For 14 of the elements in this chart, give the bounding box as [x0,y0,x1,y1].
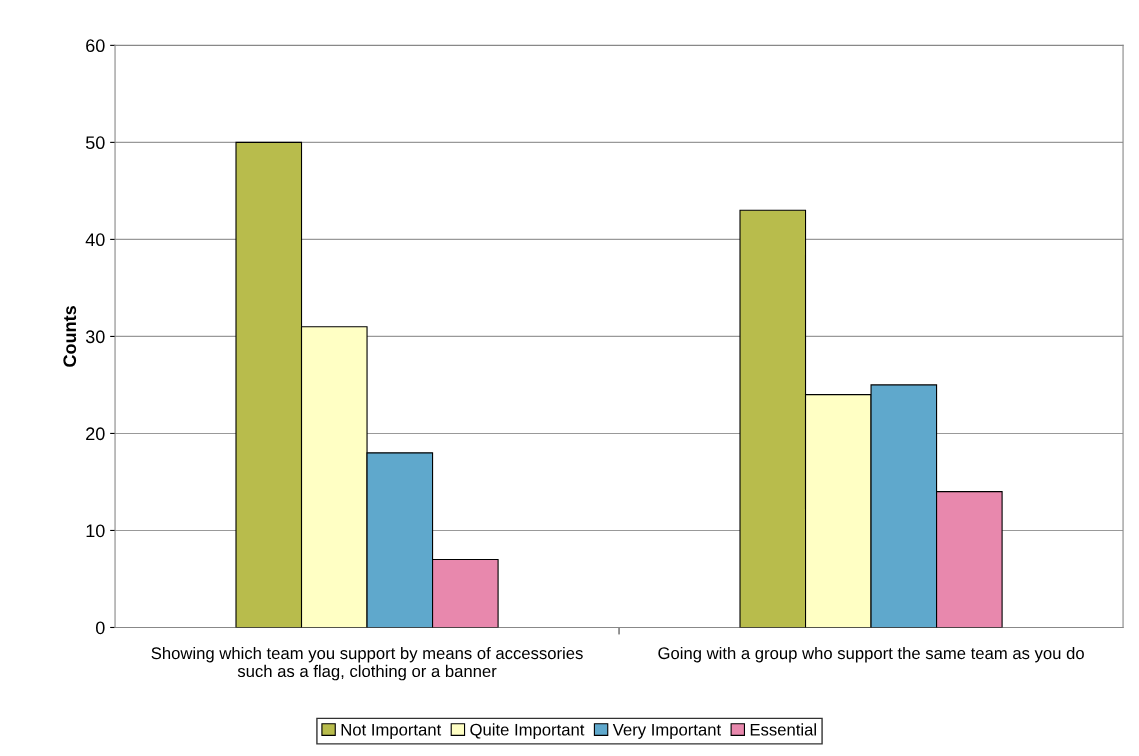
y-tick-label: 30 [85,330,105,344]
legend-label: Essential [750,723,816,736]
y-tick-label: 60 [86,39,105,53]
legend-label: Not Important [341,723,442,739]
y-tick-label: 0 [95,621,105,635]
x-tick-label: Showing which team you support by means of accessories such as a flag, clothing or a banner [151,646,583,681]
y-tick-label: 50 [85,136,105,150]
legend-label: Very Important [612,723,721,739]
y-axis-title: Counts [63,306,77,367]
legend-label: Quite Important [470,723,585,739]
y-tick-label: 20 [86,427,105,441]
y-tick-label: 40 [85,233,105,247]
y-tick-label: 10 [86,524,105,538]
x-tick-label: Going with a group who support the same team as you do [658,646,1084,663]
